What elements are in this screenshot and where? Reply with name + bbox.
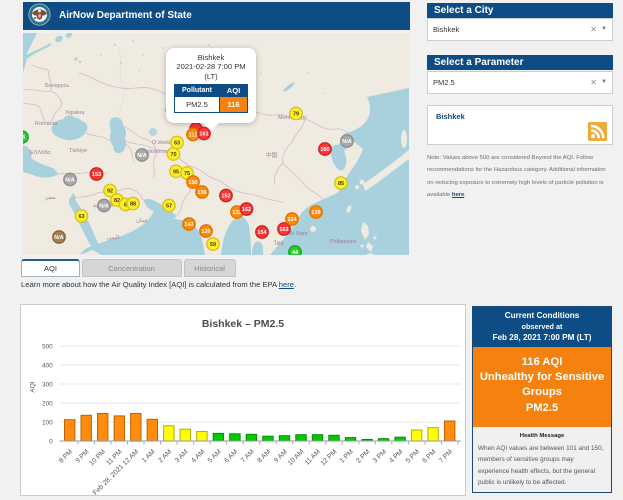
svg-text:44: 44 (292, 250, 299, 255)
svg-text:N/A: N/A (137, 153, 147, 159)
svg-text:6 AM: 6 AM (223, 448, 239, 464)
svg-text:57: 57 (166, 204, 172, 210)
svg-text:153: 153 (92, 172, 101, 178)
svg-text:3 PM: 3 PM (372, 448, 388, 464)
svg-text:92: 92 (107, 189, 113, 195)
svg-text:88: 88 (130, 202, 136, 208)
svg-text:400: 400 (42, 362, 53, 369)
svg-text:Turkmenistan: Turkmenistan (142, 149, 175, 155)
svg-text:300: 300 (42, 381, 53, 388)
svg-text:Bishkek – PM2.5: Bishkek – PM2.5 (202, 318, 284, 330)
svg-text:154: 154 (257, 230, 267, 236)
svg-text:160: 160 (320, 147, 329, 153)
svg-text:6: 6 (124, 203, 127, 209)
svg-text:7 PM: 7 PM (438, 448, 454, 464)
svg-text:143: 143 (184, 222, 193, 228)
svg-text:5 AM: 5 AM (207, 448, 223, 464)
svg-text:5 PM: 5 PM (405, 448, 421, 464)
svg-text:100: 100 (42, 419, 53, 426)
svg-text:63: 63 (78, 214, 84, 220)
svg-text:عمان: عمان (136, 217, 148, 224)
svg-text:N/A: N/A (99, 204, 109, 210)
svg-text:113: 113 (189, 133, 198, 139)
svg-text:Philippines: Philippines (330, 239, 357, 245)
svg-text:161: 161 (199, 132, 208, 138)
svg-text:139: 139 (311, 210, 320, 216)
svg-text:Việt Nam: Việt Nam (285, 231, 308, 237)
svg-text:8 AM: 8 AM (256, 448, 272, 464)
svg-text:مصر: مصر (44, 195, 56, 201)
svg-text:82: 82 (114, 198, 120, 204)
svg-text:10 AM: 10 AM (287, 448, 306, 467)
svg-text:75: 75 (184, 171, 190, 177)
svg-text:2 PM: 2 PM (355, 448, 371, 464)
svg-text:79: 79 (293, 112, 299, 118)
svg-text:150: 150 (188, 180, 197, 186)
svg-text:N/A: N/A (65, 178, 75, 184)
svg-text:63: 63 (174, 141, 180, 147)
svg-text:11 AM: 11 AM (304, 448, 322, 466)
svg-text:Беларусь: Беларусь (45, 83, 69, 89)
svg-text:3 AM: 3 AM (174, 448, 190, 464)
svg-text:163: 163 (279, 227, 288, 233)
svg-text:152: 152 (221, 194, 230, 200)
svg-text:59: 59 (210, 242, 216, 248)
svg-text:Türkiye: Türkiye (69, 148, 87, 154)
svg-text:95: 95 (173, 169, 179, 175)
svg-text:中国: 中国 (266, 151, 278, 159)
svg-text:2 AM: 2 AM (157, 448, 173, 464)
svg-text:6 PM: 6 PM (421, 448, 437, 464)
svg-text:ΕΛΛάδα: ΕΛΛάδα (30, 149, 51, 156)
svg-text:12 PM: 12 PM (320, 448, 339, 467)
svg-text:200: 200 (42, 400, 53, 407)
svg-text:Україна: Україна (65, 110, 85, 116)
svg-text:1 AM: 1 AM (141, 448, 157, 464)
svg-text:500: 500 (42, 343, 53, 350)
svg-text:8 PM: 8 PM (58, 448, 74, 464)
svg-text:10 PM: 10 PM (88, 448, 107, 467)
svg-text:N/A: N/A (54, 235, 64, 241)
svg-text:126: 126 (201, 229, 210, 235)
svg-text:136: 136 (197, 190, 206, 196)
svg-text:ไทย: ไทย (273, 240, 284, 247)
svg-text:162: 162 (242, 207, 251, 213)
svg-text:133: 133 (232, 210, 241, 216)
svg-text:4 PM: 4 PM (388, 448, 404, 464)
svg-text:0: 0 (49, 438, 53, 445)
svg-text:4 AM: 4 AM (190, 448, 206, 464)
svg-text:Românіa: Românіa (35, 121, 58, 127)
svg-text:85: 85 (338, 181, 344, 187)
svg-text:اليمن: اليمن (107, 234, 120, 241)
svg-text:70: 70 (170, 152, 176, 158)
svg-text:124: 124 (287, 217, 297, 223)
svg-text:O’zbekiston: O’zbekiston (152, 140, 181, 146)
svg-text:1 PM: 1 PM (339, 448, 355, 464)
svg-text:AQI: AQI (30, 381, 37, 392)
svg-text:44: 44 (23, 135, 26, 141)
svg-text:7 AM: 7 AM (240, 448, 256, 464)
svg-text:N/A: N/A (342, 139, 352, 145)
